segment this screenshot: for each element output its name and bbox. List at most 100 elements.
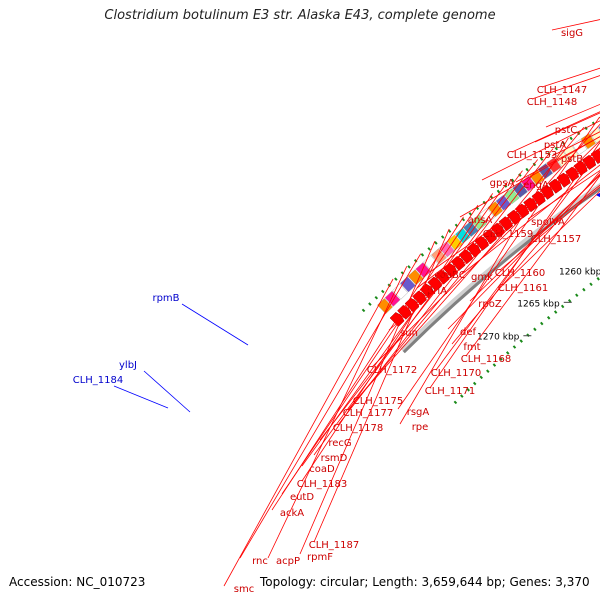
gene-label: CLH_1157	[531, 234, 582, 245]
gene-label: rsmD	[321, 453, 348, 464]
gene-label: gpsA	[490, 178, 515, 189]
forward-gene-arrow	[389, 312, 405, 327]
gene-label: coaBC	[434, 270, 465, 281]
gene-label: CLH_1170	[431, 368, 482, 379]
gene-label: CLH_1160	[495, 268, 546, 279]
label-leader-line	[481, 120, 600, 181]
label-leader-line	[435, 150, 600, 371]
gene-label: rnc	[252, 556, 268, 567]
label-leader-line	[535, 184, 600, 237]
gene-label: smc	[234, 584, 254, 595]
gene-label: eutD	[290, 492, 314, 503]
label-leader-line	[429, 141, 600, 389]
label-leader-line	[239, 253, 422, 559]
label-leader-line	[465, 175, 600, 357]
accession-text: Accession: NC_010723	[9, 575, 146, 589]
label-leader-line	[469, 174, 600, 302]
label-leader-line	[267, 266, 408, 559]
label-leader-line	[357, 123, 600, 399]
gene-label: coaD	[309, 464, 335, 475]
gene-label: rsgA	[407, 407, 430, 418]
label-leader-line	[313, 228, 450, 543]
gene-label: CLH_1147	[537, 85, 588, 96]
gene-block	[431, 248, 447, 265]
reverse-gene-arrow	[595, 192, 600, 198]
label-leader-line	[511, 111, 600, 153]
gene-label: pstC	[555, 125, 577, 136]
gene-label: CLH_1177	[343, 408, 394, 419]
label-leader-line	[399, 137, 569, 425]
gene-label: CLH_1148	[527, 97, 578, 108]
gene-block	[377, 298, 393, 314]
label-leader-line	[388, 147, 600, 331]
label-leader-line	[299, 241, 436, 555]
gene-label: rpmF	[307, 552, 333, 563]
gene-label-reverse: rpmB	[152, 293, 179, 304]
gene-label-reverse: CLH_1184	[73, 375, 124, 386]
label-leader-line	[527, 169, 600, 220]
label-leader-line	[113, 385, 169, 409]
gene-label: CLH_1159	[483, 229, 534, 240]
gene-label: pstB	[561, 154, 583, 165]
map-title: Clostridium botulinum E3 str. Alaska E43…	[104, 8, 496, 23]
label-leader-line	[181, 303, 249, 346]
gene-block	[463, 221, 479, 237]
label-leader-line	[301, 193, 494, 482]
gene-label: CLH_1187	[309, 540, 360, 551]
gene-features	[377, 126, 600, 327]
gene-block	[504, 188, 520, 205]
gene-block	[537, 163, 554, 180]
gene-label: CLH_1183	[297, 479, 348, 490]
gene-label: CLH_1161	[498, 283, 549, 294]
label-leader-line	[143, 370, 191, 413]
gene-label: rpoZ	[478, 299, 502, 310]
scale-tick-label: 1270 kbp	[477, 333, 520, 343]
gene-label: rpe	[412, 422, 429, 433]
label-leader-line	[301, 181, 508, 467]
label-leader-line	[429, 151, 600, 273]
label-leader-line	[502, 190, 600, 286]
gene-label: gmk	[471, 272, 493, 283]
gene-block	[439, 241, 455, 258]
gene-label: CLH_1171	[425, 386, 476, 397]
gene-label: priA	[427, 286, 447, 297]
label-leader-line	[337, 148, 554, 426]
scale-ticks: 1220 kbp1225 kbp1230 kbp1235 kbp1240 kbp…	[477, 268, 600, 343]
gene-label: CLH_1175	[353, 396, 404, 407]
gene-label: spoIVA	[531, 217, 565, 228]
gene-label: recG	[328, 438, 351, 449]
scale-tick-label: 1265 kbp	[517, 299, 560, 309]
gene-label: sigG	[561, 28, 583, 39]
gene-block	[580, 133, 596, 150]
genome-summary: Topology: circular; Length: 3,659,644 bp…	[260, 575, 590, 589]
gene-label: CLH_1172	[367, 365, 418, 376]
gene-label: acpP	[276, 556, 300, 567]
gene-label: ackA	[280, 508, 304, 519]
gene-block	[384, 290, 401, 307]
gene-label: CLH_1178	[333, 423, 384, 434]
label-leader-line	[461, 164, 600, 275]
label-leader-line	[347, 127, 585, 411]
label-leader-line	[551, 19, 600, 31]
label-leader-line	[459, 136, 600, 218]
label-leader-line	[541, 67, 600, 88]
label-leader-line	[223, 278, 394, 587]
label-leader-line	[447, 173, 600, 330]
label-leader-line	[313, 170, 523, 456]
label-leader-line	[451, 171, 600, 345]
gene-block	[447, 234, 463, 251]
gene-block	[589, 127, 600, 144]
label-leader-line	[319, 159, 539, 441]
scale-tick-label: 1260 kbp	[559, 268, 600, 278]
gene-label-reverse: ylbJ	[119, 360, 137, 371]
gene-block	[495, 194, 512, 211]
label-leader-line	[271, 216, 464, 511]
gene-block	[407, 269, 424, 286]
inner-dotted-ring	[361, 117, 600, 313]
gene-label: pstA	[544, 140, 566, 151]
label-leader-line	[281, 204, 479, 495]
gene-label: CLH_1153	[507, 150, 558, 161]
backbone-shadow	[400, 182, 600, 352]
gene-block	[487, 201, 504, 218]
